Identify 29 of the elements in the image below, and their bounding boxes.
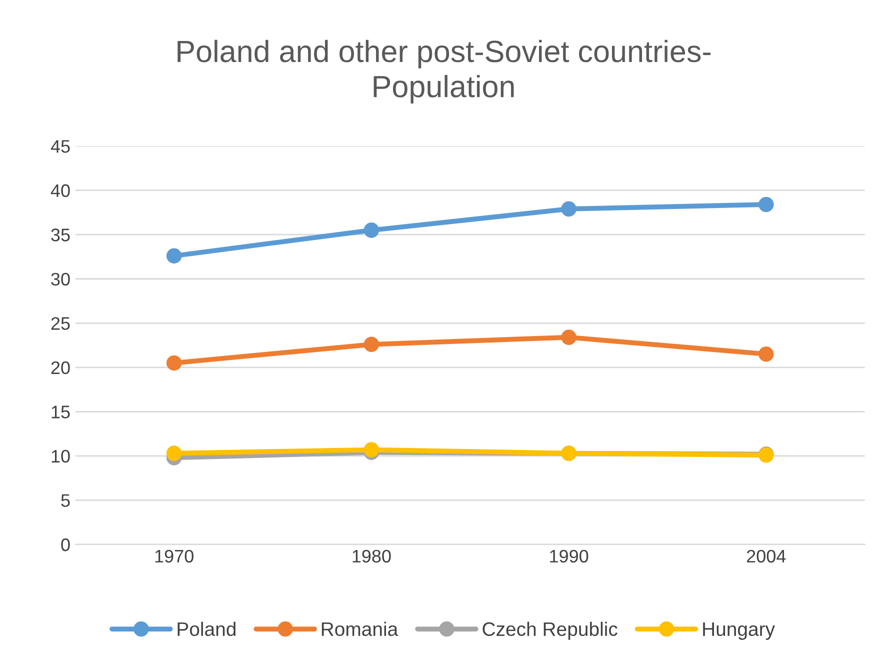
legend-label: Poland [178, 622, 236, 636]
chart-title: Poland and other post-Soviet countries- Population [178, 40, 711, 104]
y-tick-label: 30 [51, 272, 70, 286]
point [758, 196, 774, 212]
point [758, 346, 774, 362]
point [561, 330, 576, 345]
y-tick-label: 10 [52, 450, 70, 463]
y-tick-label: 40 [50, 184, 70, 198]
x-tick-label: 1990 [550, 550, 588, 563]
legend-label: Hungary [703, 622, 775, 640]
x-tick-label: 1980 [352, 550, 391, 563]
x-tick-label: 1970 [155, 550, 194, 563]
point [166, 355, 182, 371]
y-tick-label: 0 [61, 538, 70, 552]
y-tick-label: 35 [51, 228, 70, 242]
legend-label: Romania [322, 622, 398, 636]
y-tick-label: 15 [52, 406, 70, 418]
y-tick-label: 45 [50, 140, 70, 153]
y-tick-label: 25 [51, 317, 70, 330]
y-tick-label: 20 [51, 361, 70, 374]
point [364, 336, 380, 352]
legend-label: Czech Republic [482, 622, 618, 640]
point [364, 222, 380, 238]
point [166, 446, 182, 461]
point [364, 442, 380, 458]
point [166, 248, 182, 264]
point [561, 201, 576, 217]
x-tick-label: 2004 [746, 550, 786, 563]
y-tick-label: 5 [61, 494, 70, 507]
